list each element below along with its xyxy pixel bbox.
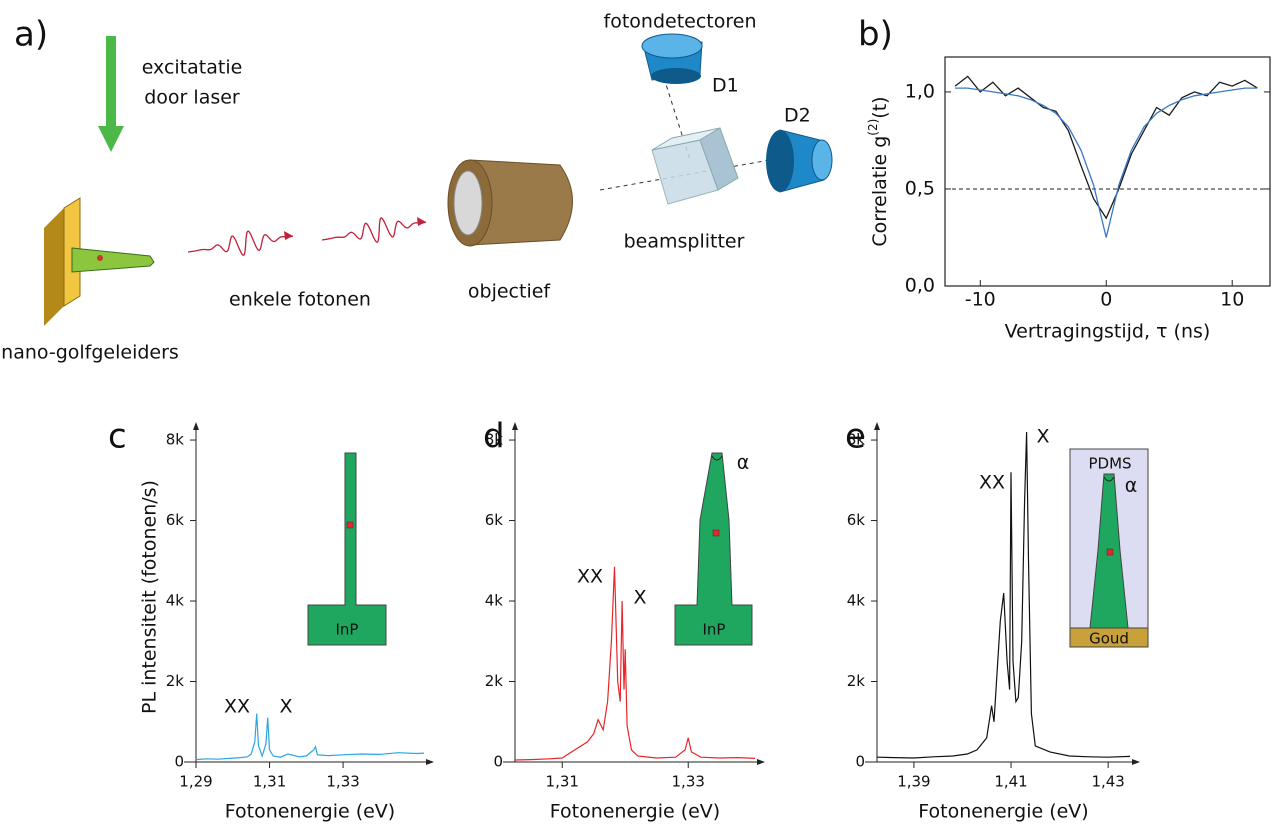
y-tick-label: 0,5 [905, 177, 935, 199]
photon-arrow [417, 217, 426, 226]
page: a) excitatatie door laser fotondetectore… [0, 0, 1279, 832]
peak-label: X [1036, 426, 1049, 448]
peak-label: XX [577, 566, 603, 588]
inset-label: InP [703, 621, 726, 639]
y-axis-arrow [512, 422, 518, 430]
data-line [955, 76, 1257, 218]
sample-plate [44, 208, 64, 326]
y-tick-label: 2k [485, 672, 504, 690]
x-axis-label: Fotonenergie (eV) [550, 801, 720, 823]
photon-pulse [188, 231, 293, 255]
peak-label: XX [979, 472, 1005, 494]
x-axis-label: Fotonenergie (eV) [225, 801, 395, 823]
detector [766, 130, 794, 192]
objective-label: objectief [468, 281, 552, 303]
y-tick-label: 6k [166, 511, 185, 529]
quantum-dot [97, 255, 103, 261]
x-tick-label: 1,33 [326, 773, 359, 791]
laser-label: door laser [144, 87, 240, 109]
y-tick-label: 8k [485, 431, 504, 449]
laser-arrow [106, 36, 116, 130]
x-axis-arrow [426, 759, 434, 765]
peak-label: XX [224, 696, 250, 718]
data-line [955, 88, 1257, 237]
detector-label: D2 [784, 105, 811, 127]
laser-label: excitatatie [142, 57, 243, 79]
x-axis-arrow [1132, 759, 1140, 765]
peak-label: X [633, 587, 646, 609]
nanowire [72, 248, 154, 272]
laser-arrow [98, 126, 124, 152]
x-axis-label: Fotonenergie (eV) [918, 801, 1088, 823]
x-axis-arrow [757, 759, 765, 765]
y-tick-label: 4k [166, 592, 185, 610]
y-tick-label: 0 [855, 753, 865, 771]
inset-dot [347, 522, 353, 528]
photon-pulse [322, 218, 426, 242]
y-tick-label: 6k [847, 511, 866, 529]
y-axis-label-part: Correlatie g [869, 136, 891, 247]
y-axis-label: Correlatie g(2)(t) [866, 96, 891, 246]
inset-label: α [737, 452, 750, 474]
y-axis-label-part: (t) [869, 96, 891, 118]
detectors-label: fotondetectoren [604, 11, 757, 33]
y-axis-arrow [874, 422, 880, 430]
y-axis-label: PL intensiteit (fotonen/s) [139, 480, 161, 714]
peak-label: X [279, 696, 292, 718]
x-tick-label: 1,31 [546, 773, 579, 791]
data-line [196, 714, 424, 760]
panel-label: b) [858, 15, 893, 55]
detector [651, 68, 701, 84]
detector [642, 34, 702, 58]
beamsplitter-label: beamsplitter [624, 231, 745, 253]
y-tick-label: 0 [493, 753, 503, 771]
inset-dot [713, 530, 719, 536]
photons-label: enkele fotonen [229, 289, 371, 311]
y-tick-label: 4k [847, 592, 866, 610]
panel-label: a) [14, 15, 48, 55]
x-tick-label: 1,41 [994, 773, 1027, 791]
source-label: nano-golfgeleiders [1, 342, 179, 364]
photon-arrow [284, 231, 293, 240]
x-tick-label: 10 [1220, 289, 1244, 311]
inset-wire [308, 453, 386, 645]
figure: a) excitatatie door laser fotondetectore… [0, 0, 1279, 832]
x-axis-label: Vertragingstijd, τ (ns) [1005, 321, 1211, 343]
x-tick-label: 1,33 [672, 773, 705, 791]
x-tick-label: 1,39 [897, 773, 930, 791]
detector-label: D1 [712, 75, 739, 97]
objective-lens [454, 171, 482, 235]
inset-wire [675, 453, 752, 645]
y-tick-label: 8k [166, 431, 185, 449]
y-tick-label: 1,0 [905, 80, 935, 102]
y-tick-label: 6k [485, 511, 504, 529]
x-tick-label: 1,29 [179, 773, 212, 791]
inset-label: InP [336, 621, 359, 639]
panel-label: c [108, 417, 127, 457]
y-axis-label-part: (2) [866, 119, 880, 136]
inset-dot [1107, 549, 1113, 555]
x-tick-label: 0 [1100, 289, 1112, 311]
inset-label: PDMS [1088, 455, 1131, 473]
y-tick-label: 4k [485, 592, 504, 610]
y-tick-label: 8k [847, 431, 866, 449]
x-tick-label: 1,43 [1091, 773, 1124, 791]
y-tick-label: 0,0 [905, 275, 935, 297]
y-tick-label: 0 [174, 753, 184, 771]
x-tick-label: -10 [965, 289, 996, 311]
detector [812, 140, 832, 180]
y-tick-label: 2k [847, 672, 866, 690]
inset-label: α [1125, 475, 1138, 497]
x-tick-label: 1,31 [253, 773, 286, 791]
inset-label: Goud [1089, 630, 1129, 648]
y-tick-label: 2k [166, 672, 185, 690]
y-axis-arrow [193, 422, 199, 430]
